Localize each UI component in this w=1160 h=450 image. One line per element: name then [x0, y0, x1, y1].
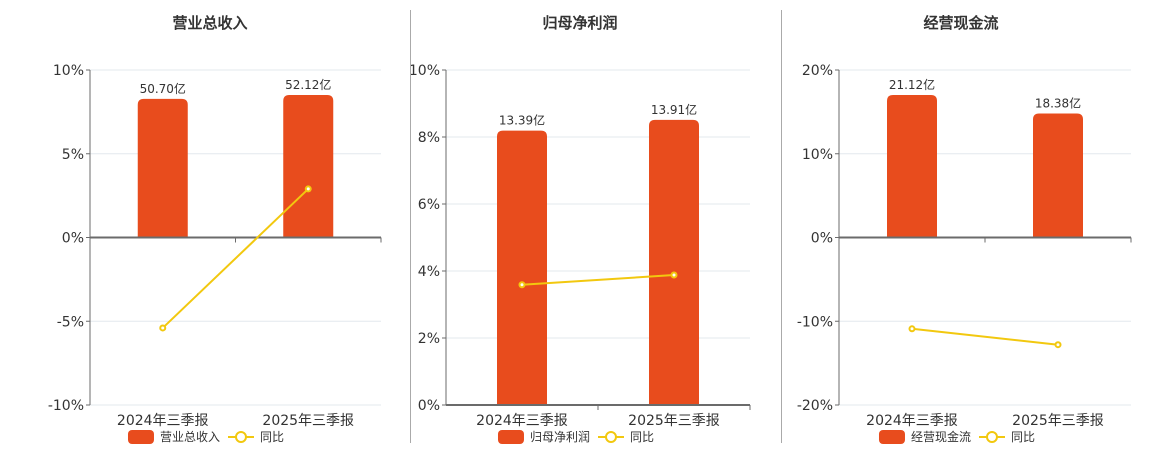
- legend-operating-cash-flow: 经营现金流 同比: [878, 428, 1043, 445]
- legend-bar-label: 营业总收入: [159, 430, 220, 444]
- yoy-point[interactable]: [159, 324, 167, 332]
- legend-item-line[interactable]: 同比: [228, 428, 292, 445]
- bar-value-label: 13.91亿: [651, 102, 697, 117]
- chart-title-revenue: 营业总收入: [172, 14, 248, 32]
- y-tick-label: 20%: [802, 63, 833, 79]
- y-tick-label: 2%: [418, 331, 440, 347]
- bar[interactable]: [887, 94, 937, 238]
- legend-line-label: 同比: [1011, 430, 1036, 444]
- bar-value-label: 18.38亿: [1035, 95, 1081, 110]
- x-category-label: 2024年三季报: [866, 413, 958, 429]
- y-tick-label: -10%: [48, 398, 84, 414]
- yoy-point[interactable]: [1054, 341, 1062, 349]
- bar[interactable]: [497, 130, 547, 405]
- y-tick-label: -5%: [57, 314, 84, 330]
- line-marker-icon: [598, 430, 624, 443]
- line-marker-icon: [228, 430, 254, 443]
- line-marker-icon: [979, 430, 1005, 443]
- y-tick-label: 0%: [418, 398, 440, 414]
- bar-swatch-icon: [878, 429, 905, 444]
- legend-line-label: 同比: [630, 430, 655, 444]
- panel-divider: [781, 10, 782, 443]
- y-tick-label: 10%: [53, 63, 84, 79]
- y-tick-label: -20%: [797, 398, 833, 414]
- y-tick-label: 4%: [418, 264, 440, 280]
- legend-bar-label: 归母净利润: [529, 430, 590, 444]
- legend-bar-label: 经营现金流: [910, 430, 971, 444]
- yoy-point[interactable]: [670, 271, 678, 279]
- y-tick-label: 5%: [62, 147, 84, 163]
- bar-value-label: 50.70亿: [140, 81, 186, 96]
- legend-item-bar[interactable]: 营业总收入: [127, 428, 228, 445]
- chart-title-net-profit: 归母净利润: [542, 14, 618, 32]
- bar-swatch-icon: [127, 429, 154, 444]
- x-category-label: 2024年三季报: [117, 413, 209, 429]
- legend-item-bar[interactable]: 归母净利润: [497, 428, 598, 445]
- y-tick-label: -10%: [797, 314, 833, 330]
- bar-swatch-icon: [497, 429, 524, 444]
- y-tick-label: 10%: [802, 147, 833, 163]
- bar[interactable]: [1033, 113, 1083, 238]
- legend-net-profit: 归母净利润 同比: [497, 428, 662, 445]
- yoy-line: [911, 327, 1059, 346]
- y-tick-label: 10%: [409, 63, 440, 79]
- y-tick-label: 6%: [418, 197, 440, 213]
- y-tick-label: 0%: [811, 231, 833, 247]
- yoy-point[interactable]: [518, 281, 526, 289]
- bar[interactable]: [137, 98, 188, 238]
- x-category-label: 2025年三季报: [1012, 413, 1104, 429]
- legend-item-line[interactable]: 同比: [598, 428, 662, 445]
- yoy-point[interactable]: [304, 185, 312, 193]
- legend-revenue: 营业总收入 同比: [127, 428, 292, 445]
- chart-title-operating-cash-flow: 经营现金流: [923, 14, 999, 32]
- yoy-point[interactable]: [908, 325, 916, 333]
- panel-divider: [410, 10, 411, 443]
- y-tick-label: 0%: [62, 231, 84, 247]
- legend-line-label: 同比: [260, 430, 285, 444]
- legend-item-line[interactable]: 同比: [979, 428, 1043, 445]
- bar-value-label: 21.12亿: [889, 77, 935, 92]
- bar[interactable]: [649, 119, 699, 405]
- bar-value-label: 13.39亿: [499, 113, 545, 128]
- bar-value-label: 52.12亿: [285, 77, 331, 92]
- legend-item-bar[interactable]: 经营现金流: [878, 428, 979, 445]
- bar[interactable]: [283, 94, 334, 238]
- x-category-label: 2025年三季报: [262, 413, 354, 429]
- x-category-label: 2025年三季报: [628, 413, 720, 429]
- x-category-label: 2024年三季报: [476, 413, 568, 429]
- yoy-line: [162, 188, 309, 329]
- y-tick-label: 8%: [418, 130, 440, 146]
- yoy-line: [521, 274, 675, 286]
